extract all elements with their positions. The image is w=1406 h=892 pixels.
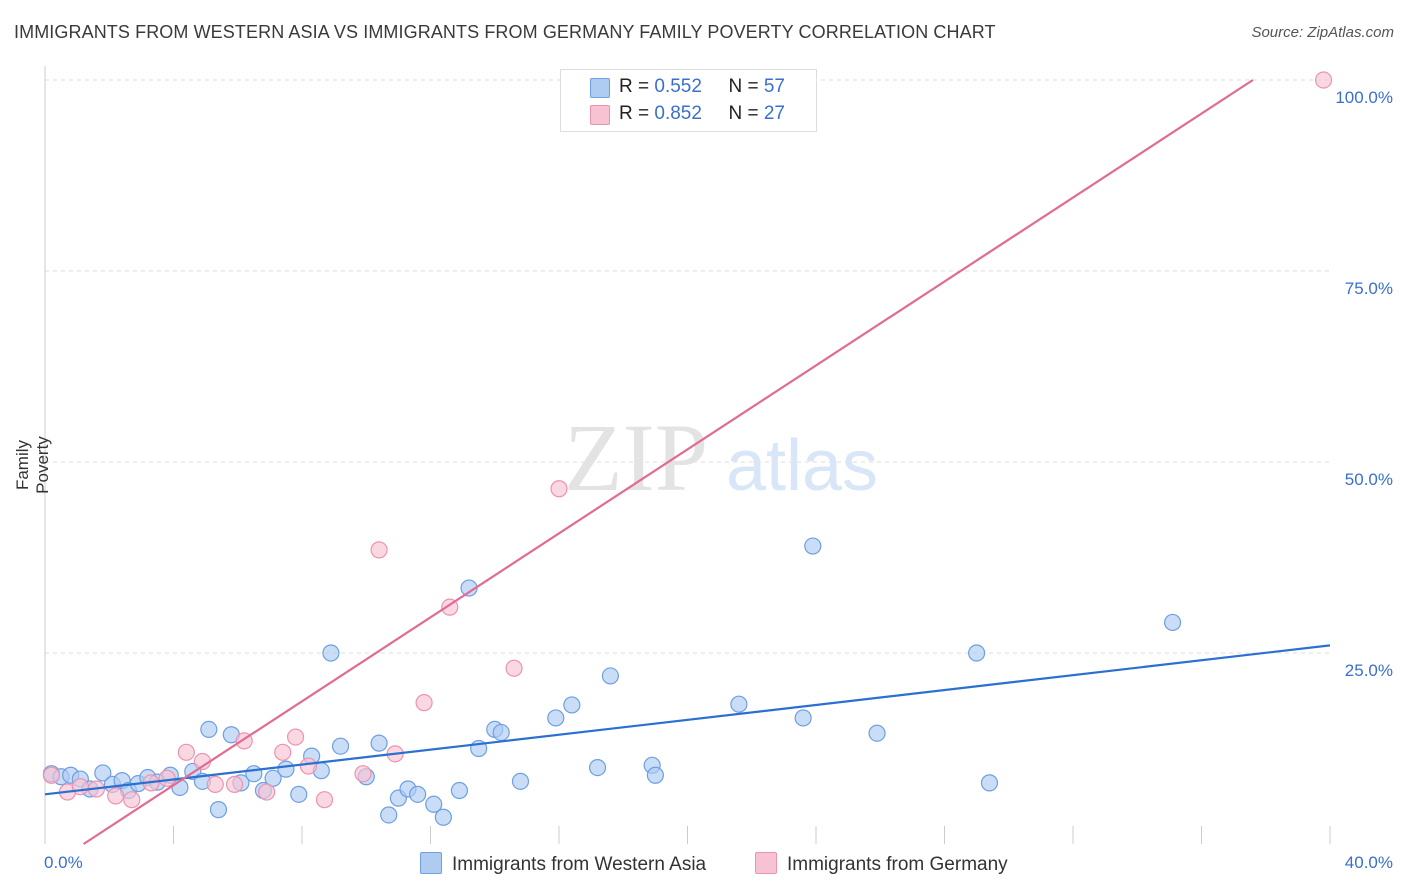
data-point-germany xyxy=(415,694,433,712)
data-point-germany xyxy=(258,783,276,801)
data-point-western-asia xyxy=(804,537,822,555)
data-point-germany xyxy=(370,541,388,559)
data-point-western-asia xyxy=(601,667,620,685)
data-point-germany xyxy=(71,778,89,796)
data-point-western-asia xyxy=(277,760,295,778)
y-tick-label: 100.0% xyxy=(1335,88,1393,107)
y-tick-label: 50.0% xyxy=(1345,470,1393,489)
data-point-western-asia xyxy=(588,758,607,777)
n-value-pink: 27 xyxy=(763,103,785,124)
watermark-zip: ZIP xyxy=(564,404,708,511)
data-point-germany xyxy=(274,743,292,761)
data-point-germany xyxy=(158,769,176,787)
data-point-western-asia xyxy=(730,695,748,713)
data-point-western-asia xyxy=(968,644,986,662)
data-point-western-asia xyxy=(1163,613,1182,632)
legend-item-germany[interactable]: Immigrants from Germany xyxy=(755,852,1008,876)
watermark-atlas: atlas xyxy=(726,426,878,506)
tick-labels: 100.0% 75.0% 50.0% 25.0% 0.0% 40.0% xyxy=(44,88,1393,872)
data-point-western-asia xyxy=(492,723,510,742)
data-point-germany xyxy=(354,765,372,783)
data-point-western-asia xyxy=(425,795,443,813)
data-point-germany xyxy=(505,659,523,677)
data-point-western-asia xyxy=(646,766,664,784)
source-label: Source: ZipAtlas.com xyxy=(1251,24,1394,41)
data-point-western-asia xyxy=(563,696,581,714)
series-western-asia xyxy=(42,537,1182,826)
data-point-western-asia xyxy=(370,734,388,752)
y-axis-label: Family Poverty xyxy=(13,436,52,494)
legend-row-blue: R = 0.552 N = 57 xyxy=(619,76,785,97)
data-point-germany xyxy=(315,791,334,809)
data-point-germany xyxy=(286,728,305,746)
data-point-germany xyxy=(42,766,61,784)
data-point-western-asia xyxy=(290,785,308,803)
data-point-western-asia xyxy=(380,806,398,824)
data-point-western-asia xyxy=(209,801,228,819)
data-point-western-asia xyxy=(264,769,282,787)
y-tick-label: 25.0% xyxy=(1345,661,1393,680)
data-point-western-asia xyxy=(547,709,565,727)
data-point-germany xyxy=(107,787,125,805)
watermark: ZIP atlas xyxy=(564,404,878,511)
grid xyxy=(45,79,1330,654)
stats-legend: R = 0.552 N = 57 R = 0.852 N = 27 xyxy=(560,69,817,132)
trend-lines xyxy=(44,79,1331,845)
data-point-western-asia xyxy=(980,774,999,792)
n-value-blue: 57 xyxy=(763,76,785,97)
data-point-western-asia xyxy=(331,737,350,755)
data-point-germany xyxy=(206,775,224,794)
data-point-western-asia xyxy=(200,720,218,739)
data-point-western-asia xyxy=(94,764,112,782)
chart-title: IMMIGRANTS FROM WESTERN ASIA VS IMMIGRAN… xyxy=(14,22,996,42)
legend-swatch-pink xyxy=(590,105,610,125)
legend-swatch xyxy=(420,852,442,874)
data-point-western-asia xyxy=(322,644,340,662)
legend-swatch xyxy=(755,852,777,874)
trend-line-western-asia xyxy=(44,644,1331,796)
y-tick-label: 75.0% xyxy=(1345,279,1393,298)
data-point-western-asia xyxy=(434,808,452,826)
data-point-germany xyxy=(177,743,195,761)
x-tick-label: 40.0% xyxy=(1345,853,1393,872)
data-point-germany xyxy=(1314,71,1333,89)
data-point-germany xyxy=(550,480,568,498)
data-point-western-asia xyxy=(409,785,427,803)
data-point-germany xyxy=(225,775,244,794)
data-point-western-asia xyxy=(511,772,530,790)
r-value-blue: 0.552 xyxy=(654,76,702,97)
axes xyxy=(44,66,1331,844)
data-point-western-asia xyxy=(245,765,263,783)
data-point-germany xyxy=(299,757,318,775)
trend-line-germany xyxy=(82,79,1254,845)
data-point-western-asia xyxy=(868,724,886,742)
legend-row-pink: R = 0.852 N = 27 xyxy=(619,103,785,124)
data-point-western-asia xyxy=(794,709,812,727)
r-value-pink: 0.852 xyxy=(654,103,702,124)
legend-item-western-asia[interactable]: Immigrants from Western Asia xyxy=(420,852,706,876)
data-point-germany xyxy=(123,791,141,809)
legend-swatch-blue xyxy=(590,78,610,98)
data-point-western-asia xyxy=(450,781,469,800)
series-germany xyxy=(42,71,1333,809)
x-tick-label: 0.0% xyxy=(44,853,83,872)
